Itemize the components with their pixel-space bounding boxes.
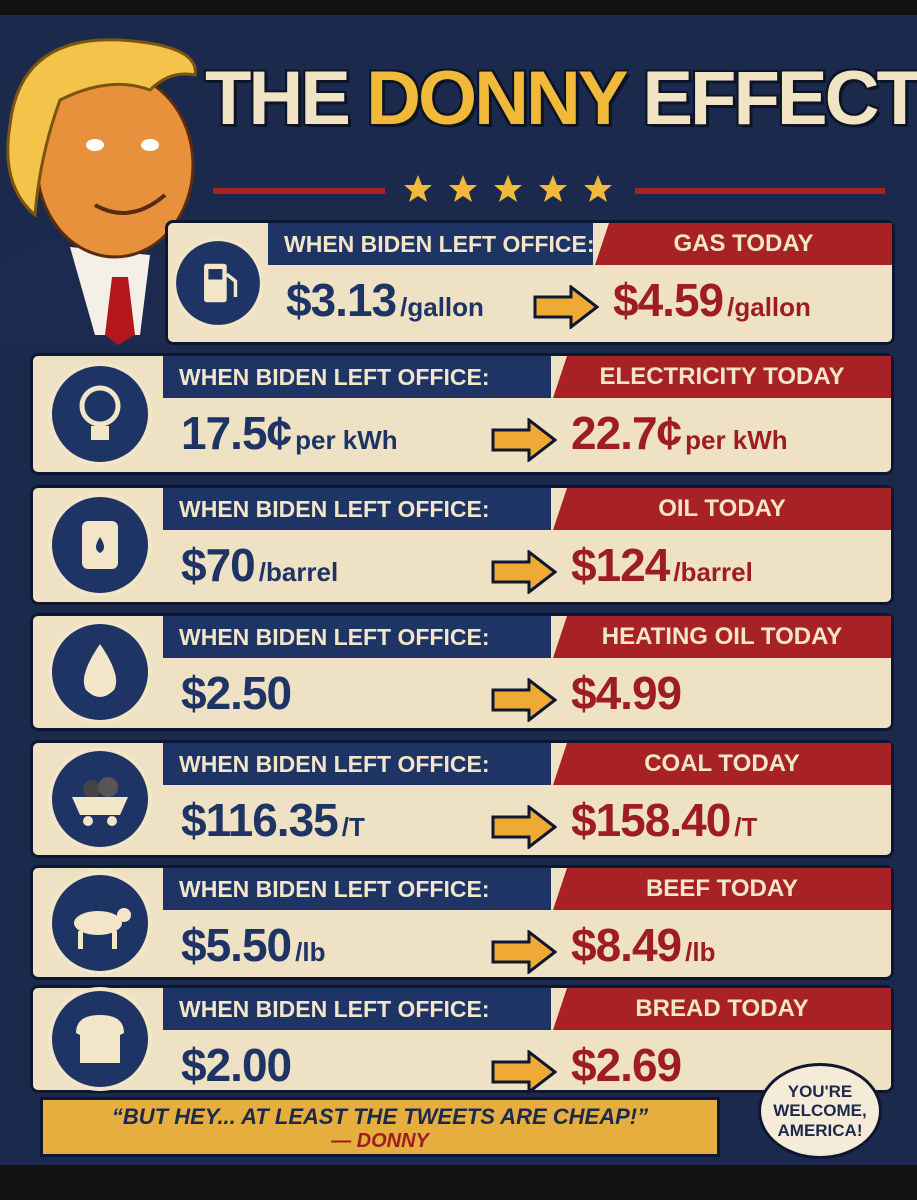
after-value: $124 — [571, 539, 670, 591]
after-label: BEEF TODAY — [553, 868, 891, 910]
quote-banner: “BUT HEY... AT LEAST THE TWEETS ARE CHEA… — [40, 1097, 720, 1157]
stars — [404, 175, 612, 202]
before-price: $116.35/T — [181, 793, 365, 847]
before-value: $2.00 — [181, 1039, 292, 1091]
decor — [0, 38, 885, 345]
icon — [48, 493, 152, 597]
before-price: $70/barrel — [181, 538, 338, 592]
after-value: $8.49 — [571, 919, 682, 971]
icon — [48, 620, 152, 724]
arrow — [491, 1050, 557, 1094]
before-value: $70 — [181, 539, 256, 591]
before-price: $2.50 — [181, 666, 292, 720]
price-row: WHEN BIDEN LEFT OFFICE: ELECTRICITY TODAY… — [30, 353, 894, 475]
icon — [48, 747, 152, 851]
before-value: $116.35 — [181, 794, 339, 846]
before-value: $2.50 — [181, 667, 292, 719]
after-price: $158.40/T — [571, 793, 757, 847]
quote-text: “BUT HEY... AT LEAST THE TWEETS ARE CHEA… — [111, 1104, 649, 1129]
before-label: WHEN BIDEN LEFT OFFICE: — [163, 988, 551, 1030]
before-unit: /T — [341, 812, 365, 842]
after-value: 22.7¢ — [571, 407, 682, 459]
arrow — [491, 418, 557, 462]
before-label: WHEN BIDEN LEFT OFFICE: — [163, 743, 551, 785]
before-price: $3.13/gallon — [286, 273, 484, 327]
after-unit: /gallon — [727, 292, 811, 322]
arrow — [491, 550, 557, 594]
after-label: COAL TODAY — [553, 743, 891, 785]
after-unit: per kWh — [685, 425, 788, 455]
before-unit: per kWh — [295, 425, 398, 455]
after-value: $2.69 — [571, 1039, 682, 1091]
after-label: ELECTRICITY TODAY — [553, 356, 891, 398]
price-row: WHEN BIDEN LEFT OFFICE: BEEF TODAY $5.50/l… — [30, 865, 894, 980]
after-unit: /barrel — [673, 557, 753, 587]
title-word: DONNY — [366, 56, 627, 141]
speech-bubble: YOU'RE WELCOME, AMERICA! — [758, 1063, 882, 1159]
before-price: $2.00 — [181, 1038, 292, 1092]
before-unit: /lb — [295, 937, 326, 967]
poster: THE DONNY EFFECT! WHEN BIDEN LEFT OFFICE… — [0, 15, 917, 1165]
icon — [172, 237, 264, 328]
portrait — [0, 38, 197, 345]
price-row: WHEN BIDEN LEFT OFFICE: OIL TODAY $70/barr… — [30, 485, 894, 605]
after-value: $158.40 — [571, 794, 731, 846]
before-label: WHEN BIDEN LEFT OFFICE: — [163, 868, 551, 910]
after-price: $4.99 — [571, 666, 682, 720]
before-price: 17.5¢ per kWh — [181, 406, 398, 460]
before-label: WHEN BIDEN LEFT OFFICE: — [163, 356, 551, 398]
icon — [48, 987, 152, 1091]
after-unit: /lb — [685, 937, 716, 967]
after-price: $8.49/lb — [571, 918, 715, 972]
before-price: $5.50/lb — [181, 918, 325, 972]
after-price: $4.59/gallon — [613, 273, 811, 327]
price-row: WHEN BIDEN LEFT OFFICE: GAS TODAY $3.13/ga… — [165, 220, 895, 345]
after-label: HEATING OIL TODAY — [553, 616, 891, 658]
price-row: WHEN BIDEN LEFT OFFICE: BREAD TODAY $2.00 $… — [30, 985, 894, 1094]
after-label: OIL TODAY — [553, 488, 891, 530]
title-word: THE — [205, 56, 351, 141]
before-unit: /gallon — [400, 292, 484, 322]
price-row: WHEN BIDEN LEFT OFFICE: HEATING OIL TODAY… — [30, 613, 894, 731]
arrow — [491, 678, 557, 722]
icon — [48, 870, 152, 975]
icon — [48, 362, 152, 466]
title-word: EFFECT! — [642, 56, 917, 141]
arrow — [533, 285, 599, 329]
after-price: $2.69 — [571, 1038, 682, 1092]
title: THE DONNY EFFECT! — [205, 55, 917, 142]
before-unit: /barrel — [258, 557, 339, 587]
before-value: $5.50 — [181, 919, 292, 971]
after-price: $124/barrel — [571, 538, 753, 592]
before-value: 17.5¢ — [181, 407, 292, 459]
after-value: $4.99 — [571, 667, 682, 719]
before-value: $3.13 — [286, 274, 397, 326]
after-unit: /T — [734, 812, 758, 842]
arrow — [491, 930, 557, 974]
bubble-text: YOU'RE WELCOME, AMERICA! — [773, 1081, 867, 1140]
quote-attribution: — DONNY — [331, 1130, 429, 1152]
after-price: 22.7¢ per kWh — [571, 406, 788, 460]
price-row: WHEN BIDEN LEFT OFFICE: COAL TODAY $116.35… — [30, 740, 894, 858]
before-label: WHEN BIDEN LEFT OFFICE: — [163, 488, 551, 530]
arrow — [491, 805, 557, 849]
before-label: WHEN BIDEN LEFT OFFICE: — [163, 616, 551, 658]
after-label: GAS TODAY — [595, 223, 892, 265]
after-value: $4.59 — [613, 274, 724, 326]
after-label: BREAD TODAY — [553, 988, 891, 1030]
before-label: WHEN BIDEN LEFT OFFICE: — [268, 223, 594, 265]
